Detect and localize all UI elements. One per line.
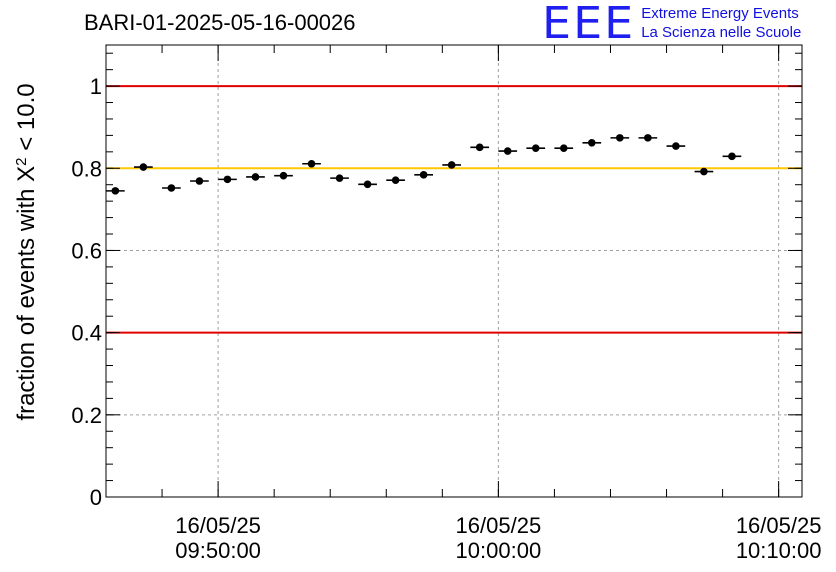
eee-logo: EEE Extreme Energy Events La Scienza nel…: [542, 0, 801, 49]
data-point-marker: [587, 138, 596, 147]
y-axis-title: fraction of events with X2 < 10.0: [13, 83, 41, 420]
x-tick-label-date: 16/05/25: [736, 513, 822, 538]
x-tick-label-date: 16/05/25: [175, 513, 261, 538]
data-point: [470, 143, 490, 152]
data-point: [134, 163, 153, 171]
data-point: [302, 159, 321, 168]
data-point-marker: [363, 180, 372, 189]
data-point-marker: [559, 144, 568, 152]
data-point-marker: [475, 143, 484, 152]
y-axis-title-suffix: < 10.0: [13, 83, 40, 157]
y-tick-label: 0: [90, 485, 102, 510]
data-point: [666, 142, 686, 150]
reference-lines: [106, 85, 802, 334]
data-point: [442, 161, 462, 169]
data-point: [218, 175, 237, 184]
y-tick-label: 0.6: [71, 238, 102, 263]
data-point-marker: [728, 152, 736, 161]
data-point-marker: [335, 174, 344, 182]
data-point-marker: [700, 167, 708, 176]
data-point: [694, 167, 714, 176]
data-point-marker: [307, 159, 316, 168]
grid-layer: [106, 45, 802, 497]
y-axis-title-prefix: fraction of events with: [13, 182, 40, 421]
data-point-marker: [503, 147, 512, 155]
x-tick-label-time: 10:10:00: [736, 538, 822, 563]
data-point: [722, 152, 742, 161]
x-tick-label-date: 16/05/25: [456, 513, 542, 538]
data-point: [414, 171, 433, 179]
data-point-marker: [447, 161, 456, 169]
data-point-marker: [391, 176, 400, 184]
axis-ticks: [106, 45, 802, 498]
data-point-marker: [419, 171, 428, 179]
data-point-marker: [531, 144, 540, 152]
data-point: [526, 144, 546, 152]
plot-title: BARI-01-2025-05-16-00026: [84, 10, 356, 35]
y-tick-label: 0.8: [71, 156, 102, 181]
data-point-marker: [644, 134, 652, 142]
data-point-marker: [223, 175, 232, 184]
x-tick-labels: 16/05/2509:50:0016/05/2510:00:0016/05/25…: [175, 513, 821, 563]
logo-mark: EEE: [542, 0, 636, 49]
data-point-marker: [139, 163, 148, 171]
data-point: [610, 134, 630, 142]
data-point-marker: [279, 171, 288, 180]
data-point-marker: [251, 173, 260, 181]
y-tick-label: 0.2: [71, 403, 102, 428]
data-point: [190, 177, 209, 185]
data-point: [162, 184, 181, 192]
data-point: [330, 174, 349, 182]
x-tick-label-time: 10:00:00: [456, 538, 542, 563]
y-tick-label: 0.4: [71, 321, 102, 346]
x-tick-label-time: 09:50:00: [175, 538, 261, 563]
data-point-marker: [672, 142, 680, 150]
data-point: [274, 171, 293, 180]
data-point-marker: [167, 184, 176, 192]
data-point: [582, 138, 602, 147]
data-point: [498, 147, 518, 155]
logo-line-1: Extreme Energy Events: [641, 5, 799, 22]
logo-line-2: La Scienza nelle Scuole: [641, 24, 802, 41]
data-point-marker: [195, 177, 204, 185]
data-point: [246, 173, 265, 181]
data-point: [358, 180, 377, 189]
data-points: [106, 134, 742, 195]
logo-text: Extreme Energy Events La Scienza nelle S…: [641, 4, 801, 42]
data-point-marker: [616, 134, 624, 142]
data-point: [106, 187, 125, 195]
y-tick-label: 1: [90, 74, 102, 99]
y-axis-title-superscript: 2: [13, 157, 30, 165]
data-point: [386, 176, 405, 184]
data-point-marker: [111, 187, 120, 195]
plot-frame: [105, 44, 803, 498]
y-tick-labels: 0 0.2 0.4 0.6 0.8 1: [71, 74, 102, 510]
data-point: [554, 144, 574, 152]
y-axis-title-symbol: X: [13, 166, 40, 182]
data-point: [638, 134, 658, 142]
